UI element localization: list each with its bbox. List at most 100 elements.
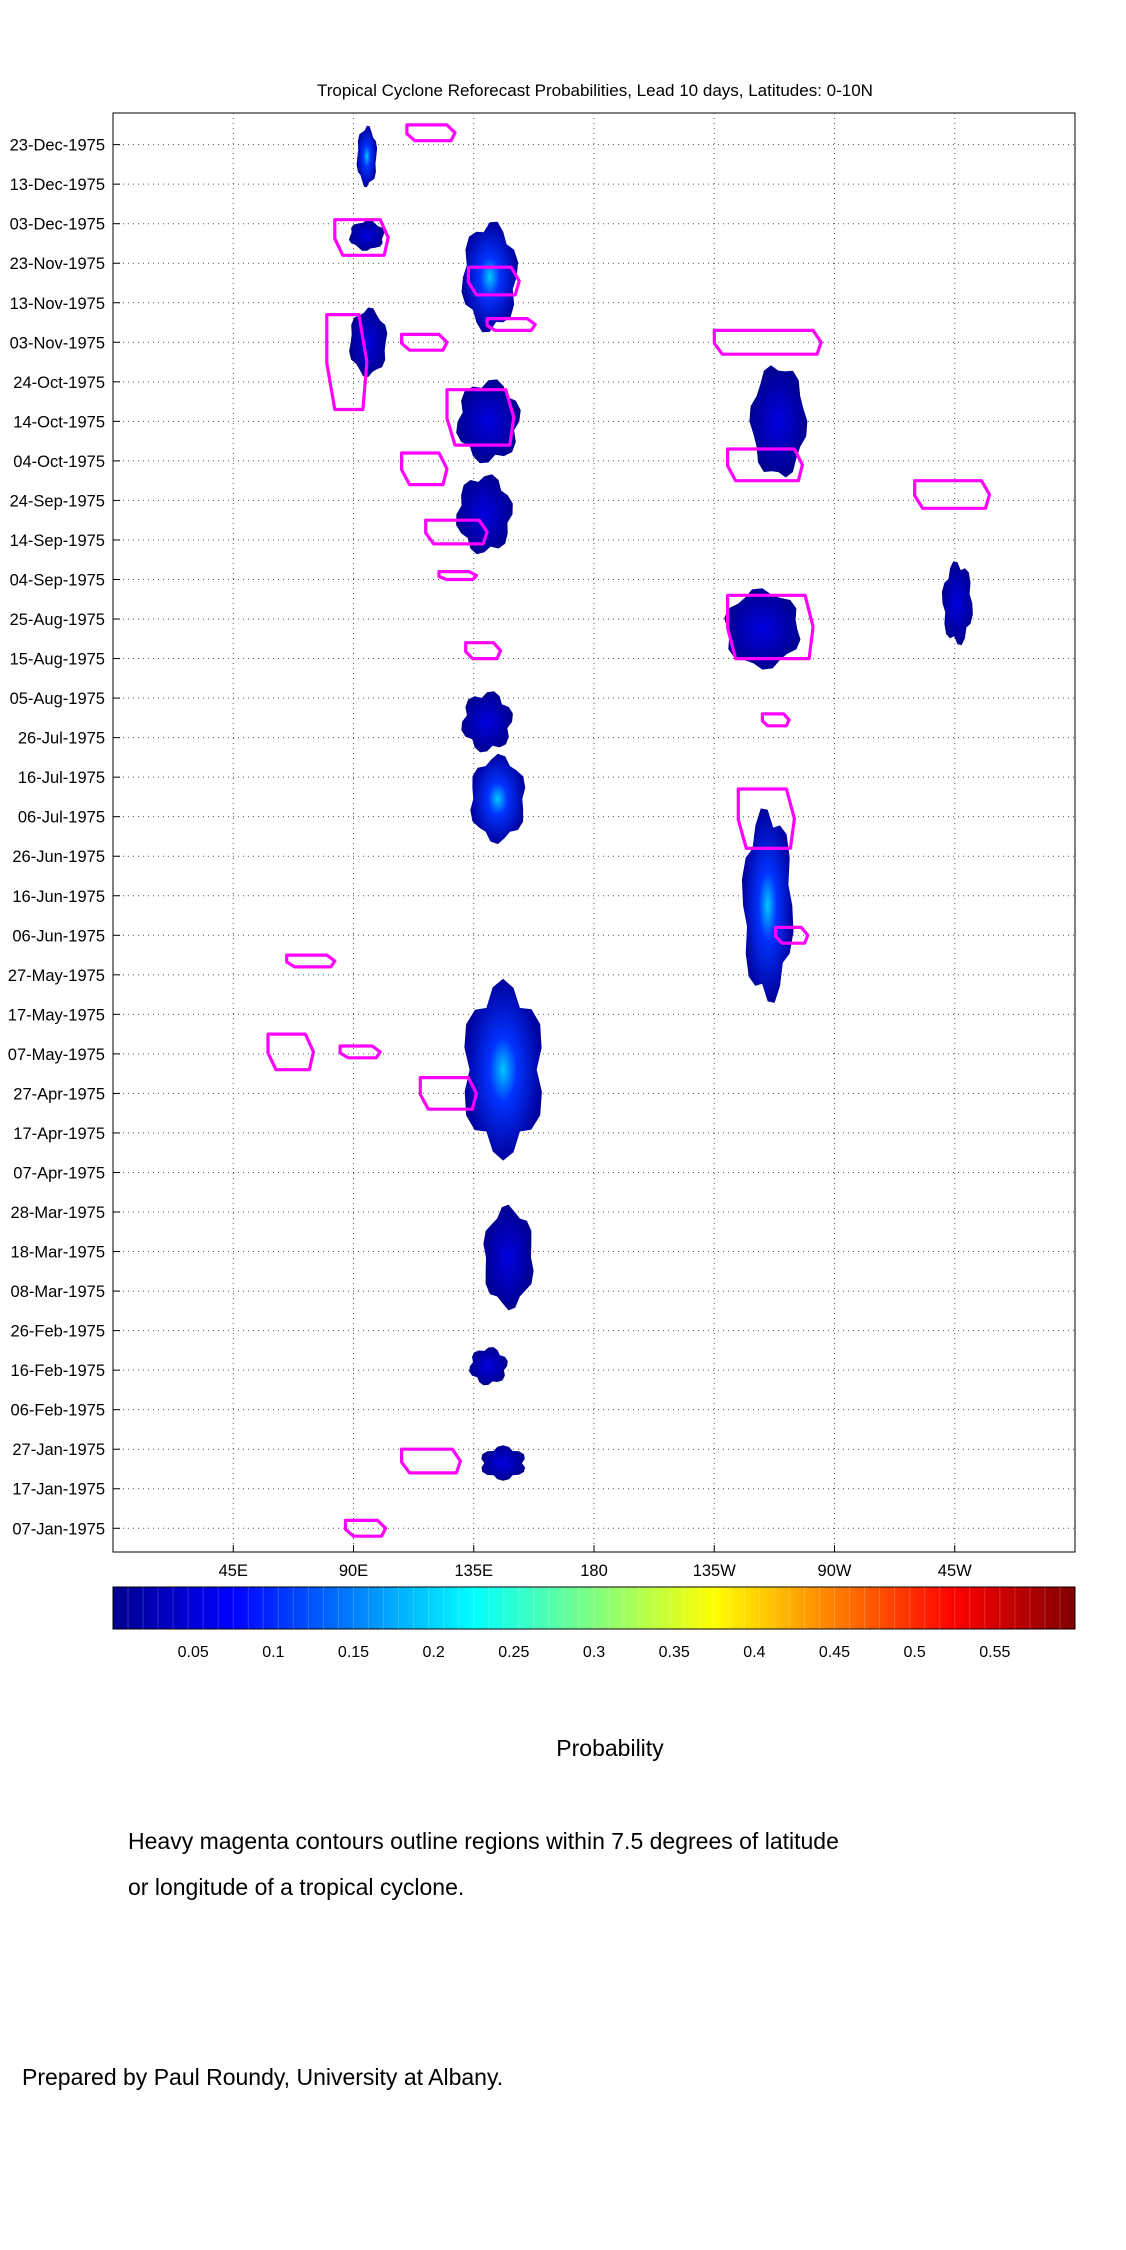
tc-contour bbox=[266, 1032, 315, 1072]
y-tick-label: 03-Nov-1975 bbox=[10, 334, 105, 352]
note-line-1: Heavy magenta contours outline regions w… bbox=[128, 1828, 839, 1854]
y-tick-label: 27-May-1975 bbox=[8, 967, 105, 985]
tc-contour bbox=[338, 1044, 382, 1060]
y-tick-label: 05-Aug-1975 bbox=[10, 690, 105, 708]
x-tick-label: 90E bbox=[339, 1562, 368, 1580]
tc-contour bbox=[333, 218, 390, 257]
probability-region bbox=[461, 691, 513, 753]
y-tick-label: 07-May-1975 bbox=[8, 1046, 105, 1064]
y-tick-label: 26-Feb-1975 bbox=[11, 1323, 105, 1341]
probability-region bbox=[481, 1445, 525, 1481]
colorbar-tick-label: 0.4 bbox=[743, 1644, 765, 1661]
colorbar-tick-label: 0.5 bbox=[904, 1644, 926, 1661]
credit-line: Prepared by Paul Roundy, University at A… bbox=[22, 2064, 504, 2090]
note-line-2: or longitude of a tropical cyclone. bbox=[128, 1874, 465, 1900]
tc-contour bbox=[437, 569, 478, 582]
y-axis: 07-Jan-1975 17-Jan-1975 27-Jan-1975 06-Feb-… bbox=[8, 137, 120, 1538]
y-tick-label: 14-Oct-1975 bbox=[13, 413, 105, 431]
colorbar-label: Probability bbox=[556, 1735, 664, 1761]
y-tick-label: 28-Mar-1975 bbox=[11, 1204, 105, 1222]
y-tick-label: 15-Aug-1975 bbox=[10, 651, 105, 669]
tc-contour bbox=[418, 1075, 478, 1111]
tc-contour bbox=[343, 1518, 388, 1538]
tc-contour bbox=[760, 712, 791, 728]
tc-contour bbox=[736, 787, 797, 850]
tc-contour bbox=[400, 332, 449, 352]
tc-contour bbox=[725, 447, 805, 483]
y-tick-label: 17-May-1975 bbox=[8, 1006, 105, 1024]
y-tick-label: 16-Jun-1975 bbox=[12, 888, 105, 906]
y-tick-label: 27-Jan-1975 bbox=[12, 1441, 105, 1459]
y-tick-label: 26-Jun-1975 bbox=[12, 848, 105, 866]
tc-contour bbox=[445, 388, 516, 447]
y-tick-label: 18-Mar-1975 bbox=[11, 1244, 105, 1262]
y-tick-label: 26-Jul-1975 bbox=[18, 730, 105, 748]
y-tick-label: 17-Apr-1975 bbox=[13, 1125, 105, 1143]
probability-region bbox=[469, 1347, 508, 1386]
probability-region bbox=[724, 588, 801, 670]
tc-contour bbox=[325, 313, 369, 412]
tc-contour bbox=[464, 641, 503, 661]
colorbar bbox=[112, 1586, 1076, 1630]
y-tick-label: 06-Jul-1975 bbox=[18, 809, 105, 827]
tc-contour bbox=[405, 123, 457, 143]
colorbar-tick-label: 0.05 bbox=[178, 1644, 209, 1661]
tc-contour bbox=[725, 593, 815, 661]
y-tick-label: 04-Oct-1975 bbox=[13, 453, 105, 471]
chart-title: Tropical Cyclone Reforecast Probabilitie… bbox=[317, 81, 873, 100]
colorbar-tick-label: 0.3 bbox=[583, 1644, 605, 1661]
y-tick-label: 23-Dec-1975 bbox=[10, 137, 105, 155]
tc-contour bbox=[466, 265, 521, 297]
y-tick-label: 06-Jun-1975 bbox=[12, 927, 105, 945]
contour-note: Heavy magenta contours outline regions w… bbox=[128, 1818, 1028, 1910]
probability-region bbox=[464, 978, 542, 1161]
y-tick-label: 25-Aug-1975 bbox=[10, 611, 105, 629]
tc-contour bbox=[485, 317, 537, 332]
y-tick-label: 24-Oct-1975 bbox=[13, 374, 105, 392]
plot-frame bbox=[112, 112, 1076, 1553]
probability-region bbox=[470, 753, 526, 845]
tc-contour bbox=[400, 451, 449, 487]
colorbar-tick-label: 0.15 bbox=[338, 1644, 369, 1661]
tc-contours bbox=[266, 123, 992, 1538]
probability-region bbox=[461, 221, 519, 333]
colorbar-tick-label: 0.55 bbox=[979, 1644, 1010, 1661]
x-tick-label: 45E bbox=[219, 1562, 248, 1580]
probability-region bbox=[456, 379, 521, 464]
plot-area bbox=[112, 112, 1076, 1553]
x-tick-label: 135E bbox=[454, 1562, 493, 1580]
x-tick-label: 90W bbox=[818, 1562, 852, 1580]
y-tick-label: 27-Apr-1975 bbox=[13, 1085, 105, 1103]
x-tick-label: 180 bbox=[580, 1562, 608, 1580]
tc-contour bbox=[712, 328, 823, 356]
probability-regions bbox=[348, 125, 973, 1481]
y-tick-label: 07-Apr-1975 bbox=[13, 1164, 105, 1182]
colorbar-tick-label: 0.1 bbox=[262, 1644, 284, 1661]
colorbar-tick-label: 0.35 bbox=[659, 1644, 690, 1661]
y-tick-label: 17-Jan-1975 bbox=[12, 1481, 105, 1499]
y-tick-label: 04-Sep-1975 bbox=[10, 571, 105, 589]
probability-region bbox=[356, 125, 378, 188]
tc-contour bbox=[774, 925, 810, 945]
colorbar-ticks: 0.05 0.1 0.15 0.2 0.25 0.3 0.35 0.4 0.45 0.5 0.55 bbox=[127, 1587, 1061, 1661]
tc-contour bbox=[913, 479, 992, 510]
probability-region bbox=[348, 220, 385, 251]
probability-region bbox=[349, 307, 388, 378]
y-tick-label: 08-Mar-1975 bbox=[11, 1283, 105, 1301]
x-tick-label: 135W bbox=[693, 1562, 737, 1580]
x-tick-label: 45W bbox=[938, 1562, 972, 1580]
y-tick-label: 24-Sep-1975 bbox=[10, 492, 105, 510]
x-axis: 45E 90E 135E 180 135W 90W 45W bbox=[219, 1545, 972, 1580]
y-tick-label: 06-Feb-1975 bbox=[11, 1402, 105, 1420]
y-tick-label: 14-Sep-1975 bbox=[10, 532, 105, 550]
probability-region bbox=[456, 474, 513, 555]
y-tick-label: 07-Jan-1975 bbox=[12, 1520, 105, 1538]
colorbar-tick-label: 0.45 bbox=[819, 1644, 850, 1661]
y-tick-label: 23-Nov-1975 bbox=[10, 255, 105, 273]
tc-contour bbox=[424, 518, 489, 546]
probability-region bbox=[483, 1204, 534, 1311]
y-tick-label: 16-Jul-1975 bbox=[18, 769, 105, 787]
tc-contour bbox=[285, 953, 337, 969]
y-tick-label: 16-Feb-1975 bbox=[11, 1362, 105, 1380]
